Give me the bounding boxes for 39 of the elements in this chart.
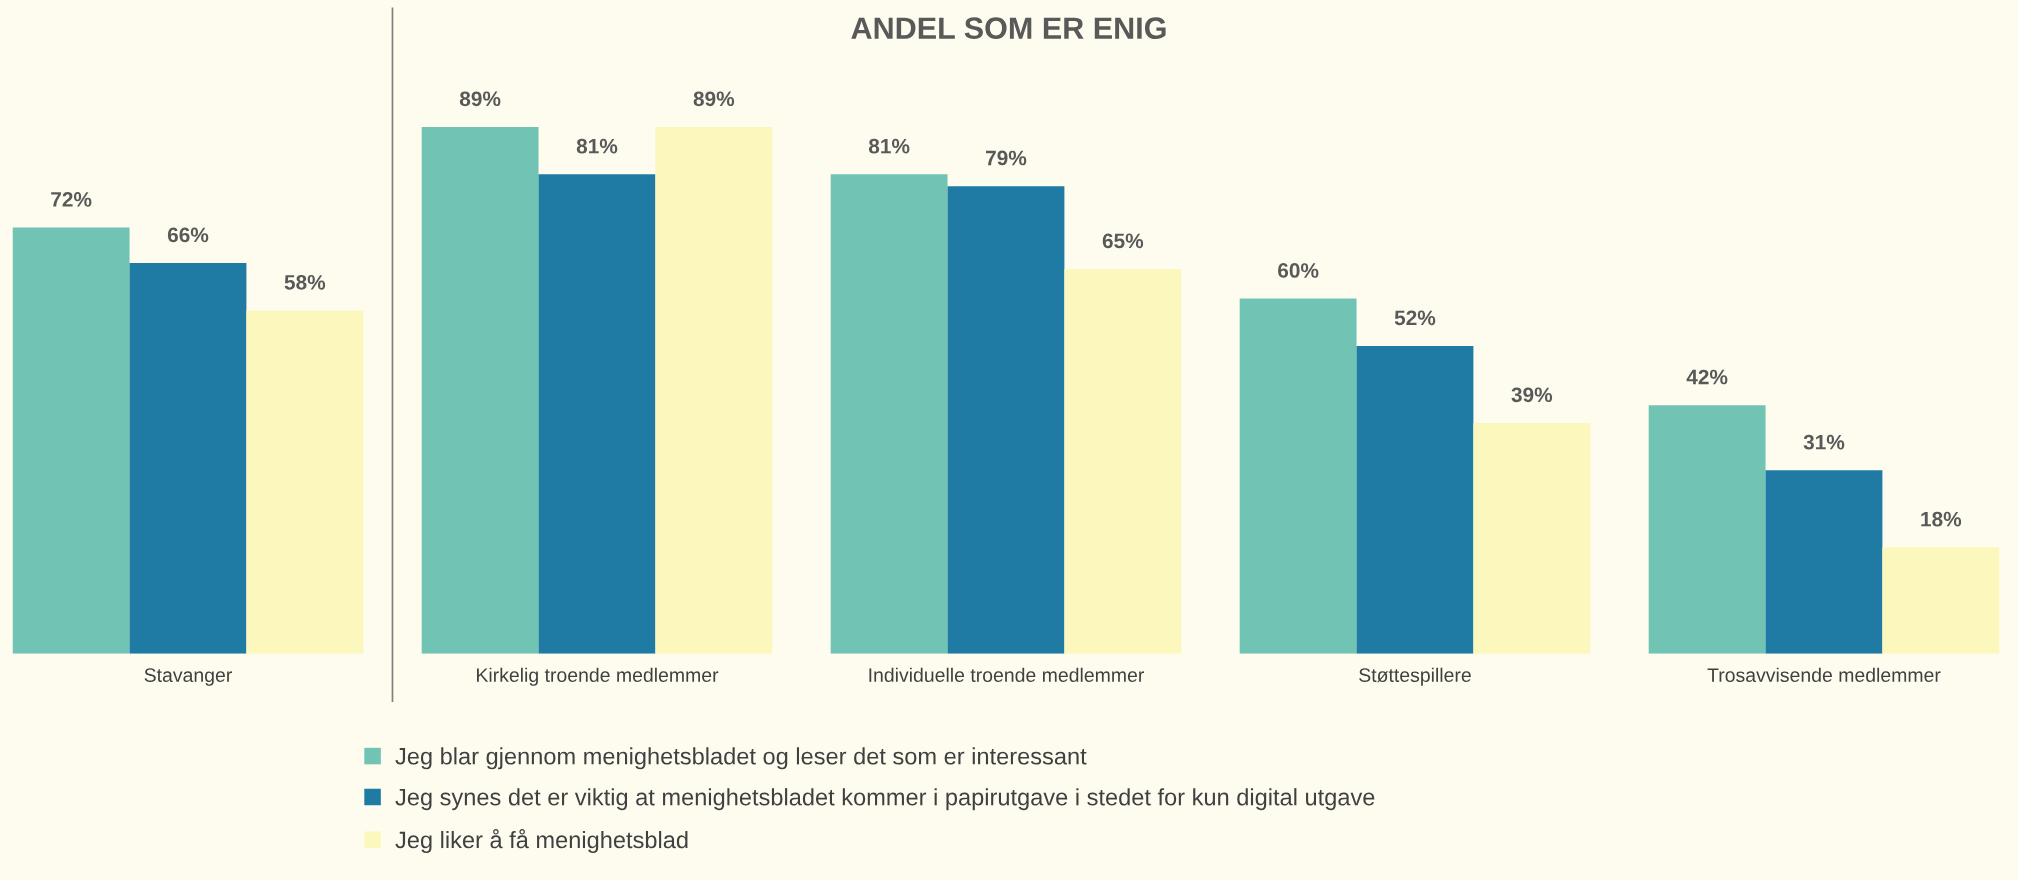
data-label: 66% (167, 227, 209, 243)
legend-label: Jeg blar gjennom menighetsbladet og leser det som er interessant (395, 747, 1087, 770)
x-tick-label: Individuelle troende medlemmer (869, 667, 1144, 683)
x-tick-label: Kirkelig troende medlemmer (477, 667, 719, 686)
bar (129, 263, 247, 654)
data-label: 81% (868, 138, 910, 154)
bar (830, 174, 948, 654)
bar (1473, 422, 1591, 654)
data-label: 79% (986, 150, 1027, 166)
data-label: 65% (1102, 233, 1144, 249)
data-label: 89% (459, 91, 501, 107)
data-label: 81% (576, 138, 618, 154)
data-label: 72% (51, 192, 92, 207)
data-label: 31% (1803, 434, 1845, 450)
bar (655, 126, 773, 654)
bar (947, 186, 1065, 654)
bar (246, 310, 364, 654)
bar (421, 126, 539, 654)
x-tick-label: Støttespillere (1359, 667, 1471, 686)
data-label: 18% (1921, 511, 1962, 527)
bar (1765, 470, 1883, 654)
x-tick-label: Trosavvisende medlemmer (1707, 667, 1941, 683)
x-tick-label: Stavanger (144, 668, 232, 686)
data-label: 58% (284, 274, 326, 290)
bar (1356, 345, 1474, 654)
bar (12, 227, 130, 654)
legend-label: Jeg synes det er viktig at menighetsbladet kommer i papirutgave i stedet for kun digital utgave (395, 788, 1375, 811)
data-label: 52% (1394, 310, 1436, 326)
bar (1064, 269, 1182, 654)
bar (1239, 298, 1357, 654)
data-label: 89% (693, 91, 735, 107)
data-label: 39% (1511, 387, 1553, 403)
legend-label: Jeg liker å få menighetsblad (395, 829, 688, 853)
bar (1882, 547, 2000, 654)
chart-title: ANDEL SOM ER ENIG (851, 17, 1166, 39)
bar (538, 174, 656, 654)
bar (1648, 405, 1766, 654)
data-label: 60% (1278, 263, 1319, 278)
data-label: 42% (1686, 369, 1728, 385)
